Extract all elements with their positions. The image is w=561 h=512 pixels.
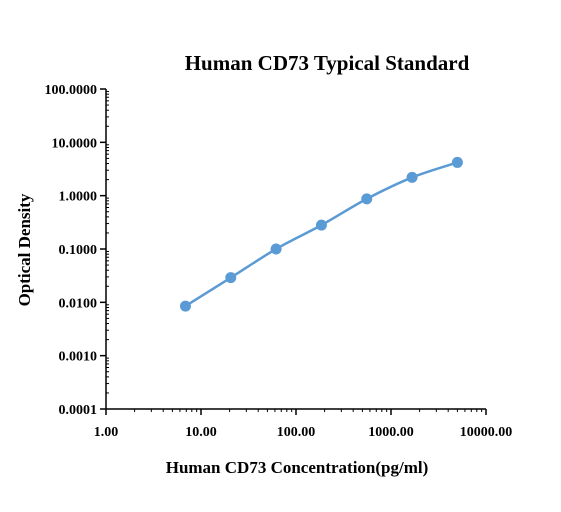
data-point bbox=[225, 272, 237, 284]
x-axis-label: Human CD73 Concentration(pg/ml) bbox=[166, 458, 429, 477]
data-point bbox=[451, 156, 463, 168]
y-tick-label: 10.0000 bbox=[52, 136, 98, 151]
data-point bbox=[406, 171, 418, 183]
series-line bbox=[184, 161, 458, 308]
y-tick-label: 0.0100 bbox=[59, 296, 98, 311]
y-tick-label: 0.0010 bbox=[59, 350, 98, 365]
data-point bbox=[179, 300, 191, 312]
x-tick-label: 10000.00 bbox=[460, 425, 513, 440]
x-axis-ticks: 1.00 10.00 100.00 1000.00 10000.00 bbox=[94, 409, 513, 440]
x-tick-label: 10.00 bbox=[185, 425, 217, 440]
x-tick-label: 100.00 bbox=[277, 425, 316, 440]
y-tick-label: 0.1000 bbox=[59, 243, 98, 258]
y-axis-label: Optical Density bbox=[15, 193, 34, 306]
data-point bbox=[315, 219, 327, 231]
x-tick-label: 1.00 bbox=[94, 425, 119, 440]
chart-title: Human CD73 Typical Standard bbox=[185, 51, 470, 75]
y-tick-label: 100.0000 bbox=[45, 83, 98, 98]
data-point bbox=[361, 193, 373, 205]
y-axis-ticks: 0.0001 0.0010 0.0100 0.1000 1.0000 10.0000 100… bbox=[45, 83, 109, 418]
data-point bbox=[270, 243, 282, 255]
x-tick-label: 1000.00 bbox=[368, 425, 414, 440]
y-tick-label: 1.0000 bbox=[59, 190, 98, 205]
y-tick-label: 0.0001 bbox=[59, 403, 98, 418]
data-series bbox=[179, 156, 463, 312]
